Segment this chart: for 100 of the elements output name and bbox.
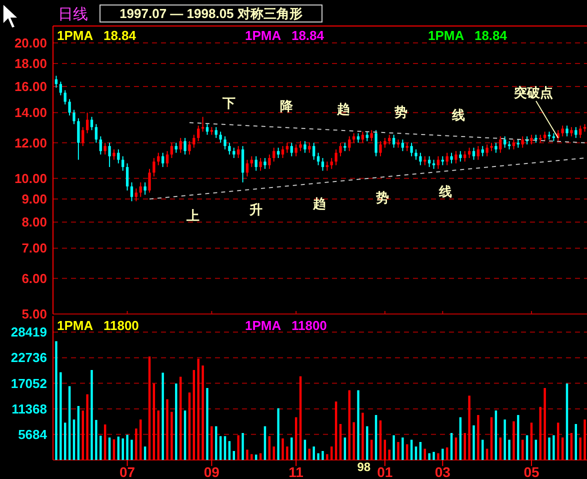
chart-title: 1997.07 — 1998.05 对称三角形 [120,6,302,21]
bar [392,435,395,460]
bar [82,410,84,460]
bar [290,438,293,460]
candlestick [290,142,293,157]
bar [374,415,378,460]
bar [232,451,235,460]
bar [64,422,66,460]
bar [334,402,338,460]
candlestick [476,146,480,160]
bar [579,438,582,460]
bar [100,436,102,460]
candlestick [59,81,62,96]
bar [414,446,418,460]
y-tick-label: 22736 [10,350,47,366]
bar [357,390,360,460]
candlestick [419,152,422,166]
bar [561,438,564,460]
bar [428,453,430,460]
bar [90,370,93,460]
bar [170,412,173,460]
bar [104,424,106,460]
candlestick [112,148,116,160]
bar [472,425,475,460]
candlestick [494,142,498,154]
candlestick [134,188,138,202]
bar [352,422,355,460]
bar [330,446,333,460]
candlestick [108,142,111,168]
candlestick [579,125,582,138]
bar [162,372,164,460]
bar [312,446,315,460]
y-tick-label: 5684 [18,426,48,442]
bar [184,410,186,460]
candlestick [326,161,328,172]
bar [237,435,240,460]
candlestick [64,90,66,105]
candlestick [161,152,164,168]
bar [197,358,200,460]
candlestick [299,140,302,152]
bar [574,424,578,460]
bar [140,420,142,460]
bar [450,433,453,460]
bar [442,448,444,460]
bar [108,438,111,460]
bar [504,420,506,460]
candlestick [276,147,280,159]
candlestick [259,158,262,172]
candlestick [86,112,89,134]
candlestick [312,142,316,160]
bar [282,438,284,460]
candlestick [521,136,524,148]
bar [254,454,258,460]
candlestick [139,182,142,198]
y-tick-label: 14.00 [14,105,47,120]
bar [326,454,328,460]
bar [77,406,80,460]
bar [188,392,191,460]
candlestick [330,158,333,170]
bar [499,438,502,460]
bar [432,452,435,460]
candlestick [82,126,84,147]
bar [570,433,573,460]
bar [437,453,440,460]
bar [584,420,586,460]
bar [548,438,550,460]
bar [242,433,244,460]
candlestick [459,150,462,162]
candlestick [250,156,253,168]
bar [228,441,231,460]
candlestick [561,125,564,137]
candlestick [503,136,506,148]
x-tick-label: 03 [434,464,451,479]
y-tick-label: 18.00 [14,56,47,72]
candlestick [117,148,120,164]
bar [192,370,196,460]
y-tick-label: 10.00 [14,170,47,186]
bar [544,388,546,460]
y-tick-label: 12.00 [14,135,47,150]
annotation: 突破点 [513,85,553,100]
bar [512,421,515,460]
annotation: 1PMA 18.84 [57,28,137,43]
y-tick-label: 17052 [10,376,47,391]
bar [388,450,390,460]
candlestick [281,146,284,159]
bar [464,433,466,460]
bar [135,428,138,460]
bar [148,356,151,460]
candlestick [414,148,418,160]
candlestick [126,162,129,192]
candlestick [450,152,453,164]
bar [468,396,470,460]
candlestick [468,147,471,159]
candlestick [530,134,533,145]
candlestick [392,134,396,148]
candlestick [308,142,311,154]
candlestick [294,144,298,157]
bar [272,446,275,460]
candlestick [339,142,342,157]
bar [55,341,58,460]
